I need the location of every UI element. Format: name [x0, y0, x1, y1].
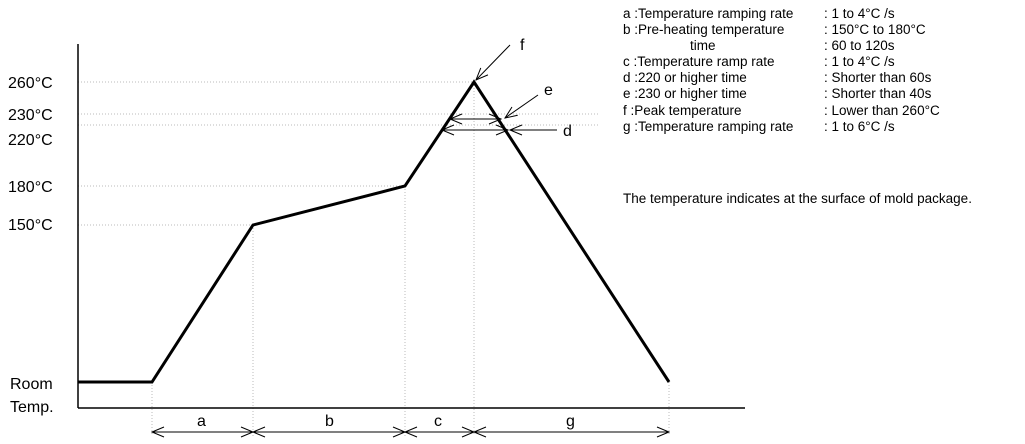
label-room-2: Temp. [10, 399, 54, 416]
surface-note: The temperature indicates at the surface… [623, 191, 972, 206]
legend-key: c :Temperature ramp rate [623, 54, 775, 70]
label-220: 220°C [8, 132, 53, 149]
label-150: 150°C [8, 217, 53, 234]
callout-e-line [505, 94, 539, 118]
callout-e-label: e [544, 82, 553, 99]
legend-key: e :230 or higher time [623, 86, 747, 102]
legend-value: : 1 to 4°C /s [824, 6, 895, 21]
legend-row: e :230 or higher time : Shorter than 40s [623, 86, 940, 102]
callout-f-line [476, 44, 511, 80]
legend-row: c :Temperature ramp rate : 1 to 4°C /s [623, 54, 940, 70]
legend-row: d :220 or higher time : Shorter than 60s [623, 70, 940, 86]
legend: a :Temperature ramping rate : 1 to 4°C /s… [623, 6, 940, 135]
legend-row: b :Pre-heating temperature : 150°C to 180… [623, 22, 940, 38]
segment-b-label: b [325, 413, 334, 430]
legend-key: a :Temperature ramping rate [623, 6, 794, 21]
label-260: 260°C [8, 75, 53, 92]
temperature-profile-line [78, 79, 671, 384]
legend-value: : Lower than 260°C [824, 102, 940, 118]
segment-g-label: g [566, 413, 575, 430]
segment-c-label: c [434, 413, 442, 430]
legend-key: f :Peak temperature [623, 102, 742, 118]
legend-row: time : 60 to 120s [623, 38, 940, 54]
legend-key: g :Temperature ramping rate [623, 118, 794, 134]
label-180: 180°C [8, 179, 53, 196]
legend-key: d :220 or higher time [623, 70, 747, 86]
legend-key: b :Pre-heating temperature [623, 22, 785, 38]
legend-value: : 1 to 6°C /s [824, 118, 895, 134]
legend-value: : 60 to 120s [824, 38, 895, 54]
legend-value: : Shorter than 60s [824, 70, 932, 86]
segment-a-label: a [197, 413, 206, 430]
label-230: 230°C [8, 107, 53, 124]
legend-row: g :Temperature ramping rate : 1 to 6°C /s [623, 119, 940, 135]
legend-value: : 1 to 4°C /s [824, 54, 895, 70]
legend-value: : 150°C to 180°C [824, 22, 926, 38]
label-room-1: Room [10, 376, 53, 393]
legend-row: a :Temperature ramping rate : 1 to 4°C /s [623, 6, 940, 22]
callout-f-label: f [520, 37, 525, 54]
legend-value: : Shorter than 40s [824, 86, 932, 102]
legend-key: time [690, 38, 716, 54]
callout-d-label: d [563, 123, 572, 140]
legend-row: f :Peak temperature : Lower than 260°C [623, 103, 940, 119]
